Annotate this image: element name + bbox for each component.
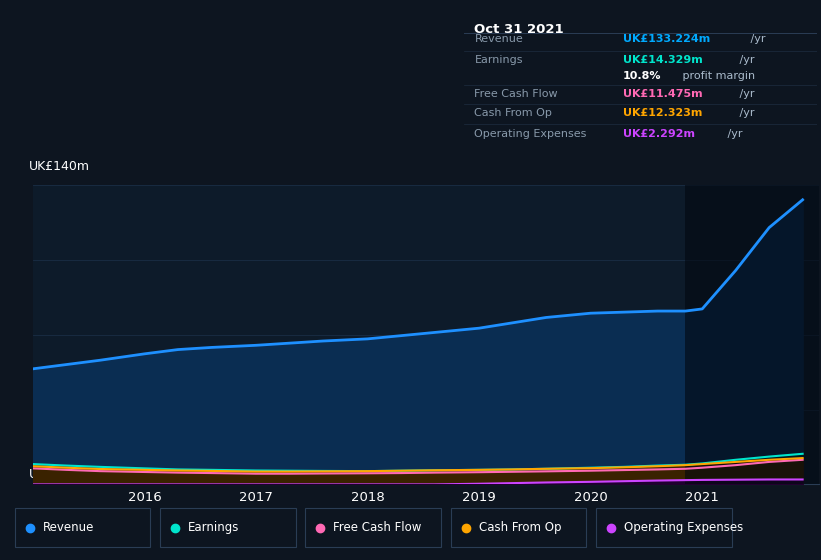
Text: Earnings: Earnings (475, 55, 523, 65)
Text: /yr: /yr (724, 129, 743, 138)
Text: Operating Expenses: Operating Expenses (624, 521, 743, 534)
Text: Operating Expenses: Operating Expenses (475, 129, 587, 138)
Text: UK£14.329m: UK£14.329m (622, 55, 703, 65)
Text: /yr: /yr (736, 90, 754, 99)
Text: Cash From Op: Cash From Op (475, 108, 553, 118)
Text: profit margin: profit margin (679, 71, 755, 81)
Text: UK£11.475m: UK£11.475m (622, 90, 702, 99)
Text: /yr: /yr (736, 108, 754, 118)
Text: Revenue: Revenue (43, 521, 94, 534)
Text: Revenue: Revenue (475, 35, 523, 44)
Text: /yr: /yr (747, 35, 765, 44)
Text: 10.8%: 10.8% (622, 71, 661, 81)
Text: UK£140m: UK£140m (29, 160, 90, 173)
Text: UK£133.224m: UK£133.224m (622, 35, 710, 44)
Text: UK£12.323m: UK£12.323m (622, 108, 702, 118)
Text: UK£0: UK£0 (29, 468, 62, 482)
Text: /yr: /yr (736, 55, 754, 65)
Text: Oct 31 2021: Oct 31 2021 (475, 22, 564, 35)
Text: Cash From Op: Cash From Op (479, 521, 561, 534)
Bar (686, 185, 819, 484)
Text: UK£2.292m: UK£2.292m (622, 129, 695, 138)
Text: Free Cash Flow: Free Cash Flow (333, 521, 422, 534)
Text: Free Cash Flow: Free Cash Flow (475, 90, 558, 99)
Text: Earnings: Earnings (188, 521, 240, 534)
